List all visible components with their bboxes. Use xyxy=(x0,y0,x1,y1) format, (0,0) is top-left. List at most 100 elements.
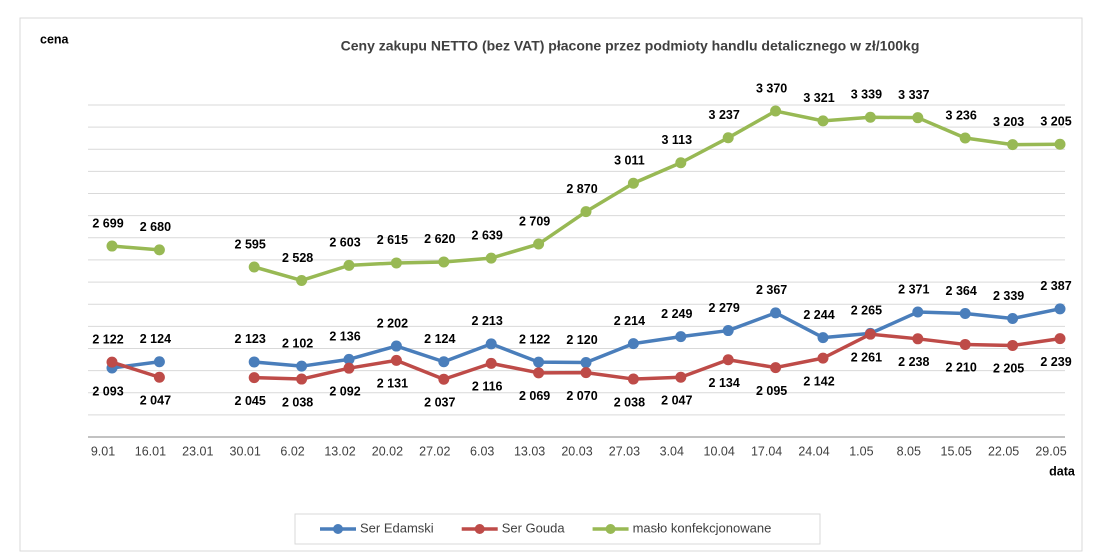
data-point xyxy=(343,259,355,271)
x-tick-label: 23.01 xyxy=(182,444,213,458)
data-point xyxy=(770,362,782,374)
data-label: 2 069 xyxy=(519,389,550,403)
x-tick-label: 13.03 xyxy=(514,444,545,458)
data-label: 2 131 xyxy=(377,377,408,391)
x-tick-label: 9.01 xyxy=(91,444,115,458)
x-tick-label: 10.04 xyxy=(704,444,735,458)
chart-border xyxy=(19,17,1083,552)
x-tick-label: 15.05 xyxy=(941,444,972,458)
data-point xyxy=(533,356,545,368)
series-line xyxy=(254,332,1061,382)
data-point xyxy=(864,111,876,123)
data-label: 2 070 xyxy=(566,389,597,403)
data-label: 2 265 xyxy=(851,304,882,318)
x-tick-label: 3.04 xyxy=(660,444,684,458)
x-tick-label: 16.01 xyxy=(135,444,166,458)
data-point xyxy=(580,367,592,379)
data-label: 2 047 xyxy=(140,394,171,408)
data-point xyxy=(390,257,402,269)
chart-title: Ceny zakupu NETTO (bez VAT) płacone prze… xyxy=(341,38,920,54)
data-point xyxy=(1054,333,1066,345)
data-point xyxy=(864,328,876,340)
data-point xyxy=(438,256,450,268)
data-point xyxy=(106,356,118,368)
data-point xyxy=(912,112,924,124)
data-label: 2 528 xyxy=(282,251,313,265)
data-label: 2 214 xyxy=(614,314,645,328)
legend-marker xyxy=(333,524,343,534)
data-label: 2 095 xyxy=(756,384,787,398)
data-label: 3 337 xyxy=(898,88,929,102)
data-label: 2 092 xyxy=(329,384,360,398)
data-label: 2 239 xyxy=(1040,355,1071,369)
data-label: 2 870 xyxy=(566,182,597,196)
x-tick-label: 17.04 xyxy=(751,444,782,458)
data-point xyxy=(390,354,402,366)
data-label: 2 371 xyxy=(898,282,929,296)
data-point xyxy=(675,331,687,343)
data-label: 2 261 xyxy=(851,350,882,364)
data-point xyxy=(153,244,165,256)
series-line xyxy=(253,109,1061,283)
data-label: 2 093 xyxy=(92,384,123,398)
data-point xyxy=(438,356,450,368)
data-label: 2 387 xyxy=(1040,279,1071,293)
data-point xyxy=(959,132,971,144)
x-tick-label: 8.05 xyxy=(897,444,921,458)
data-label: 2 136 xyxy=(329,330,360,344)
data-point xyxy=(343,362,355,374)
data-label: 2 603 xyxy=(329,236,360,250)
data-point xyxy=(627,338,639,350)
data-point xyxy=(485,357,497,369)
data-label: 2 202 xyxy=(377,316,408,330)
data-point xyxy=(153,356,165,368)
data-point xyxy=(485,252,497,264)
x-tick-label: 27.02 xyxy=(419,444,450,458)
data-label: 2 279 xyxy=(709,301,740,315)
data-point xyxy=(106,240,118,252)
x-tick-label: 27.03 xyxy=(609,444,640,458)
data-point xyxy=(1007,312,1019,324)
data-point xyxy=(912,306,924,318)
data-point xyxy=(675,157,687,169)
data-point xyxy=(817,352,829,364)
data-label: 3 113 xyxy=(662,133,693,147)
data-point xyxy=(627,177,639,189)
data-label: 2 213 xyxy=(472,314,503,328)
data-label: 2 142 xyxy=(803,374,834,388)
data-label: 3 205 xyxy=(1040,115,1071,129)
data-point xyxy=(675,371,687,383)
data-label: 2 045 xyxy=(235,394,266,408)
data-point xyxy=(390,340,402,352)
x-tick-label: 29.05 xyxy=(1035,444,1066,458)
data-label: 3 236 xyxy=(946,108,977,122)
data-point xyxy=(485,338,497,350)
series-line xyxy=(111,360,160,370)
data-point xyxy=(438,373,450,385)
x-tick-label: 1.05 xyxy=(849,444,873,458)
data-point xyxy=(248,261,260,273)
legend-label: masło konfekcjonowane xyxy=(633,520,772,535)
x-tick-label: 20.02 xyxy=(372,444,403,458)
data-label: 2 680 xyxy=(140,220,171,234)
series-line xyxy=(111,244,160,252)
legend-label: Ser Gouda xyxy=(502,520,566,535)
data-label: 2 102 xyxy=(282,336,313,350)
data-point xyxy=(817,115,829,127)
data-label: 3 321 xyxy=(803,91,834,105)
data-label: 2 047 xyxy=(661,394,692,408)
data-label: 2 134 xyxy=(709,376,740,390)
data-point xyxy=(248,356,260,368)
data-point xyxy=(770,307,782,319)
x-tick-label: 24.04 xyxy=(798,444,829,458)
data-point xyxy=(959,338,971,350)
data-point xyxy=(627,373,639,385)
data-point xyxy=(533,367,545,379)
data-point xyxy=(1054,138,1066,150)
data-label: 2 122 xyxy=(519,332,550,346)
x-axis-label: data xyxy=(1049,464,1076,478)
x-tick-label: 30.01 xyxy=(230,444,261,458)
legend-label: Ser Edamski xyxy=(360,520,434,535)
legend-marker xyxy=(605,524,616,534)
